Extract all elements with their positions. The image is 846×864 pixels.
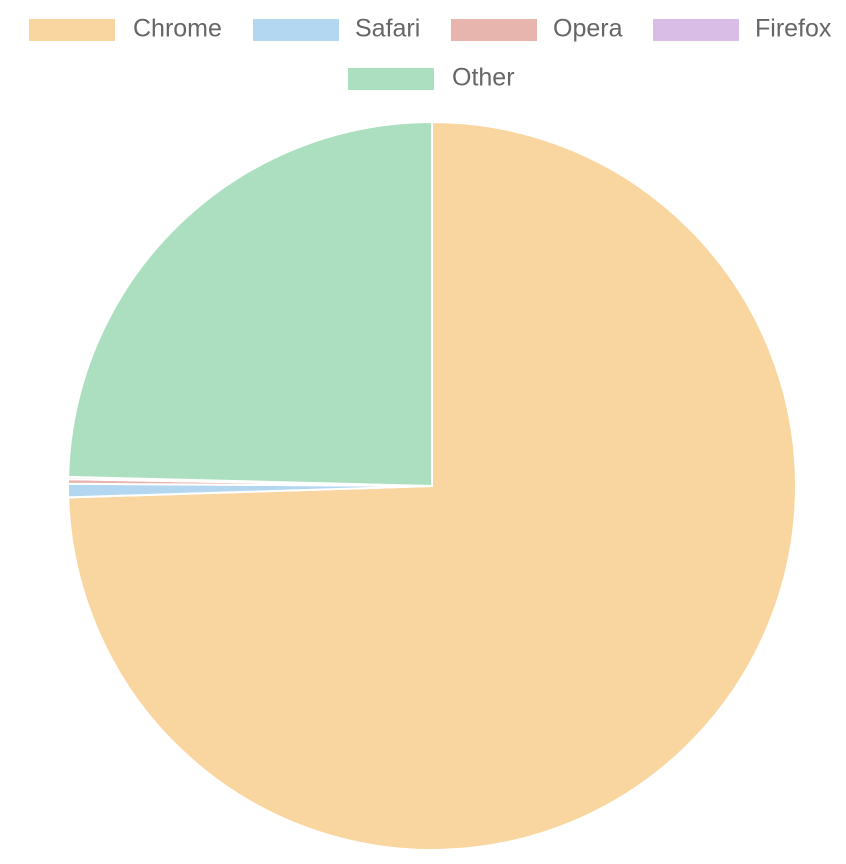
legend-label: Chrome bbox=[133, 15, 222, 43]
legend-label: Safari bbox=[355, 15, 420, 43]
legend-swatch bbox=[653, 19, 739, 41]
legend-swatch bbox=[253, 19, 339, 41]
legend-label: Firefox bbox=[755, 15, 832, 43]
legend-swatch bbox=[348, 68, 434, 90]
legend-label: Other bbox=[452, 64, 515, 92]
legend-label: Opera bbox=[553, 15, 623, 43]
pie-slice bbox=[67, 120, 433, 488]
legend-swatch bbox=[29, 19, 115, 41]
legend-swatch bbox=[451, 19, 537, 41]
